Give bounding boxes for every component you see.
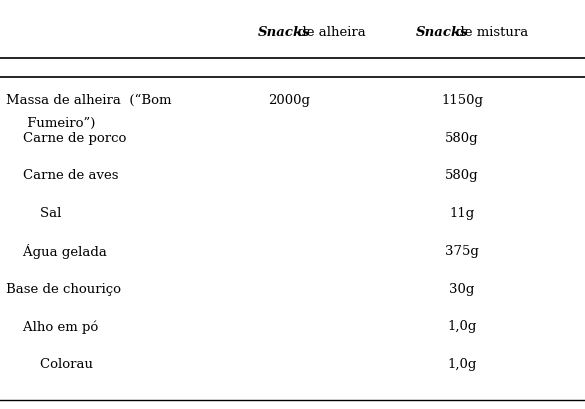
Text: Snacks: Snacks [415,26,468,39]
Text: 30g: 30g [449,282,475,295]
Text: de alheira: de alheira [294,26,366,39]
Text: Carne de porco: Carne de porco [6,131,126,144]
Text: Massa de alheira  (“Bom: Massa de alheira (“Bom [6,94,171,107]
Text: 1,0g: 1,0g [448,319,477,333]
Text: 580g: 580g [445,131,479,144]
Text: 2000g: 2000g [269,94,311,107]
Text: Alho em pó: Alho em pó [6,319,98,333]
Text: Base de chouriço: Base de chouriço [6,282,121,295]
Text: Carne de aves: Carne de aves [6,169,118,182]
Text: 1150g: 1150g [441,94,483,107]
Text: Colorau: Colorau [6,357,93,370]
Text: Snacks: Snacks [257,26,310,39]
Text: 580g: 580g [445,169,479,182]
Text: Fumeiro”): Fumeiro”) [6,116,95,129]
Text: de mistura: de mistura [452,26,528,39]
Text: 375g: 375g [445,244,479,257]
Text: Sal: Sal [6,207,61,220]
Text: Água gelada: Água gelada [6,243,106,258]
Text: 11g: 11g [449,207,475,220]
Text: 1,0g: 1,0g [448,357,477,370]
